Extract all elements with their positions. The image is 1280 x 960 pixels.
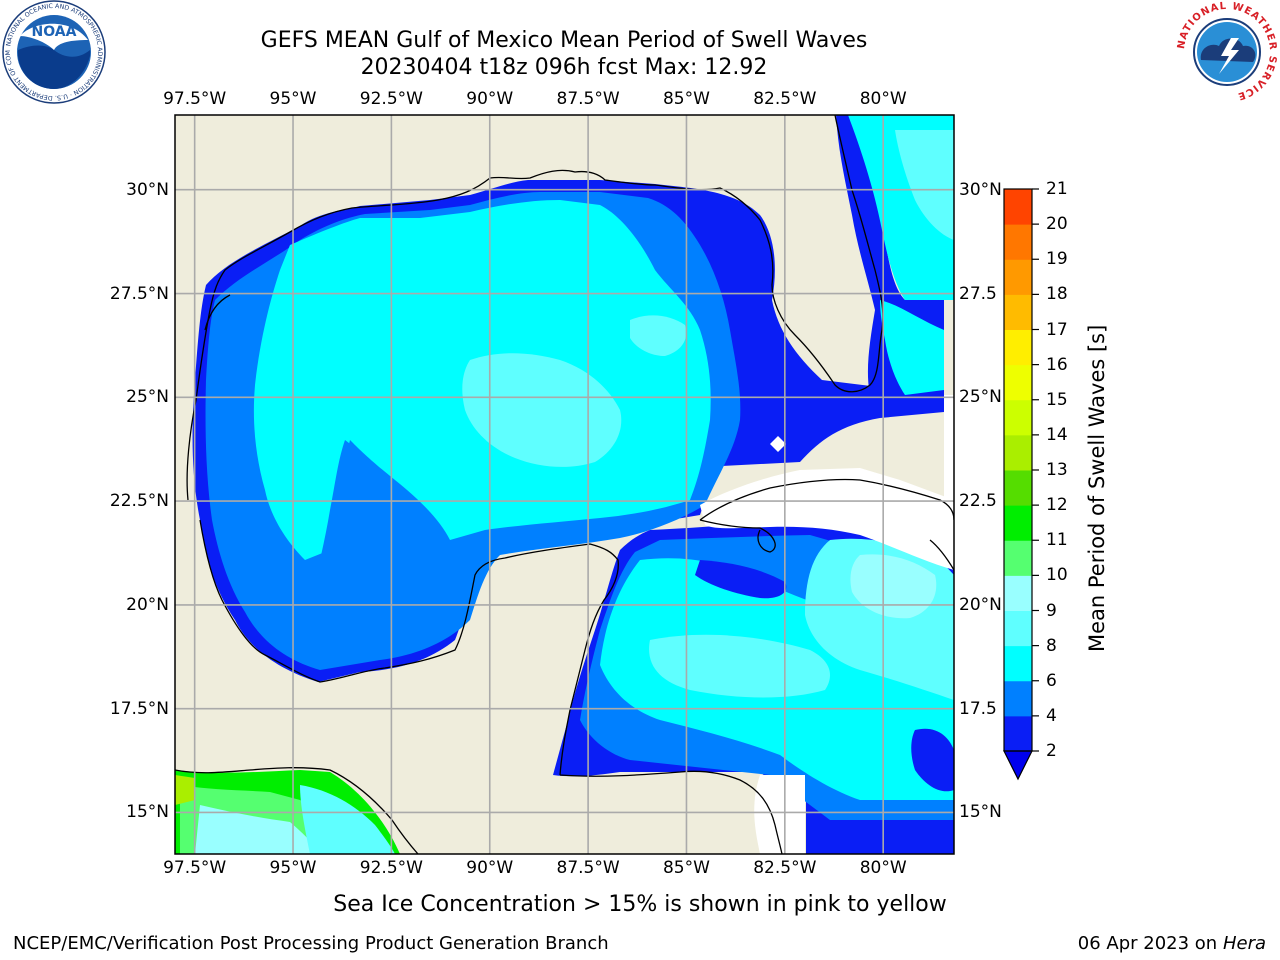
lon-tick-label: 85°W [662, 858, 710, 878]
lon-tick-label: 80°W [859, 858, 907, 878]
sea-ice-caption: Sea Ice Concentration > 15% is shown in … [333, 892, 947, 917]
footer-date: 06 Apr 2023 on [1077, 933, 1223, 954]
lon-tick-label: 97.5°W [163, 89, 227, 109]
colorbar-tick-label: 12 [1046, 495, 1068, 516]
lat-tick-label: 27.5 [959, 283, 997, 304]
graticule-grid [175, 115, 954, 854]
colorbar-tick-label: 19 [1046, 249, 1068, 270]
map-frame [174, 114, 955, 855]
colorbar-tick-label: 2 [1046, 741, 1057, 761]
lat-tick-label: 27.5°N [109, 283, 169, 304]
colorbar-tick-label: 20 [1046, 214, 1068, 235]
coastline-yucatan [199, 519, 619, 776]
lon-tick-label: 90°W [466, 858, 514, 878]
lon-tick-label: 97.5°W [163, 858, 227, 878]
footer-host: Hera [1222, 933, 1266, 954]
coastline-gulf [186, 115, 884, 501]
lat-tick-label: 15°N [959, 802, 1002, 823]
map-title: GEFS MEAN Gulf of Mexico Mean Period of … [260, 28, 868, 53]
lat-tick-label: 15°N [126, 802, 169, 823]
colorbar-tick-label: 9 [1046, 600, 1057, 621]
lon-tick-label: 82.5°W [753, 858, 817, 878]
colorbar-tick-label: 8 [1046, 635, 1057, 656]
colorbar-tick-label: 17 [1046, 319, 1068, 340]
colorbar-tick-label: 6 [1046, 670, 1057, 691]
footer-left: NCEP/EMC/Verification Post Processing Pr… [13, 933, 609, 954]
lat-tick-label: 30°N [959, 179, 1002, 200]
coastline-central-america [559, 770, 783, 854]
colorbar-segment [1004, 434, 1032, 471]
lat-tick-label: 22.5 [959, 491, 997, 512]
lat-tick-label: 30°N [126, 179, 169, 200]
footer-right: 06 Apr 2023 on Hera [1078, 933, 1266, 954]
lon-tick-label: 80°W [859, 89, 907, 109]
colorbar-segment [1004, 470, 1032, 506]
colorbar [1003, 188, 1039, 781]
noaa-logo-icon: NATIONAL OCEANIC AND ATMOSPHERIC ADMINIS… [2, 0, 106, 104]
colorbar-segment [1004, 329, 1032, 366]
noaa-logo-text: NOAA [32, 24, 77, 40]
map-subtitle: 20230404 t18z 096h fcst Max: 12.92 [360, 55, 768, 80]
colorbar-tick-label: 21 [1046, 179, 1068, 199]
colorbar-tick-label: 18 [1046, 284, 1068, 305]
lon-tick-label: 82.5°W [753, 89, 817, 109]
colorbar-segment [1004, 259, 1032, 295]
colorbar-segment [1004, 399, 1032, 436]
lat-tick-label: 17.5 [959, 698, 997, 719]
lon-tick-label: 92.5°W [359, 89, 423, 109]
lat-tick-label: 20°N [959, 594, 1002, 615]
lon-tick-label: 92.5°W [359, 858, 423, 878]
colorbar-tick-label: 11 [1046, 530, 1068, 551]
lat-tick-label: 20°N [126, 594, 169, 615]
colorbar-segment [1004, 680, 1032, 717]
colorbar-segment [1004, 364, 1032, 401]
gulf-swell-patch-8-9s [462, 353, 622, 467]
nws-logo-icon: NATIONAL WEATHER SERVICE [1176, 1, 1278, 103]
colorbar-tick-label: 16 [1046, 354, 1068, 375]
lat-tick-label: 25°N [126, 387, 169, 408]
colorbar-segment [1004, 189, 1032, 225]
lat-tick-label: 25°N [959, 387, 1002, 408]
lat-tick-label: 22.5°N [109, 491, 169, 512]
colorbar-segment [1004, 224, 1032, 260]
colorbar-tick-label: 13 [1046, 460, 1068, 480]
colorbar-segment [1004, 610, 1032, 647]
coastline-cuba [699, 478, 954, 553]
lon-tick-label: 85°W [662, 89, 710, 109]
colorbar-segment [1004, 294, 1032, 330]
colorbar-title: Mean Period of Swell Waves [s] [1085, 324, 1109, 652]
colorbar-tick-label: 15 [1046, 389, 1068, 410]
colorbar-tick-label: 4 [1046, 705, 1057, 726]
colorbar-segment [1004, 715, 1032, 752]
lat-tick-label: 17.5°N [109, 698, 169, 719]
lon-tick-label: 87.5°W [556, 89, 620, 109]
coastline-pacific [175, 767, 419, 854]
lon-tick-label: 95°W [269, 858, 317, 878]
lon-tick-label: 90°W [466, 89, 514, 109]
colorbar-extend-min [1003, 750, 1033, 781]
lon-tick-label: 95°W [269, 89, 317, 109]
colorbar-tick-label: 14 [1046, 424, 1068, 445]
colorbar-segment [1004, 575, 1032, 611]
colorbar-tick-label: 10 [1046, 565, 1068, 586]
colorbar-segment [1004, 540, 1032, 576]
lon-tick-label: 87.5°W [556, 858, 620, 878]
colorbar-segment [1004, 505, 1032, 541]
colorbar-segment [1004, 645, 1032, 682]
